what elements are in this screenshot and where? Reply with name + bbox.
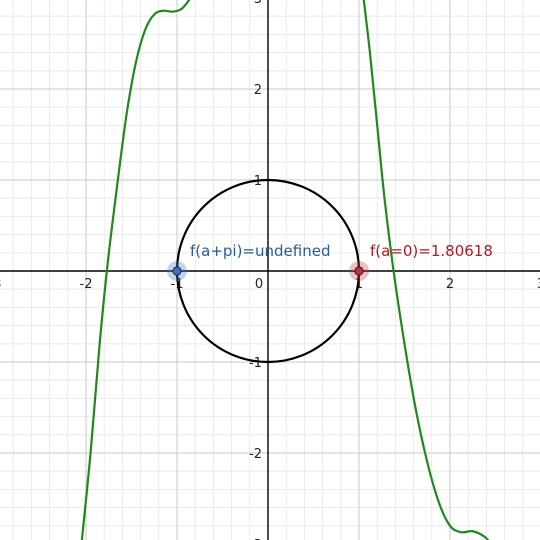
x-tick-label: 0 [255,277,263,292]
x-tick-label: 2 [446,277,454,292]
y-tick-label: -1 [249,356,262,371]
y-tick-label: 3 [254,0,262,7]
x-tick-label: 3 [537,277,540,292]
x-tick-label: -3 [0,277,1,292]
y-tick-label: 2 [254,83,262,98]
value-labels: f(a+pi)=undefined f(a=0)=1.80618 [190,242,493,260]
function-curve [362,0,490,540]
x-tick-label: -2 [80,277,93,292]
blue-point-label: f(a+pi)=undefined [190,242,330,260]
y-tick-label: -2 [249,447,262,462]
point-markers[interactable] [167,261,369,281]
blue-point[interactable] [172,266,182,276]
red-point-label: f(a=0)=1.80618 [370,242,493,260]
y-tick-label: -3 [249,538,262,540]
red-point[interactable] [354,266,364,276]
function-curve [80,0,191,540]
